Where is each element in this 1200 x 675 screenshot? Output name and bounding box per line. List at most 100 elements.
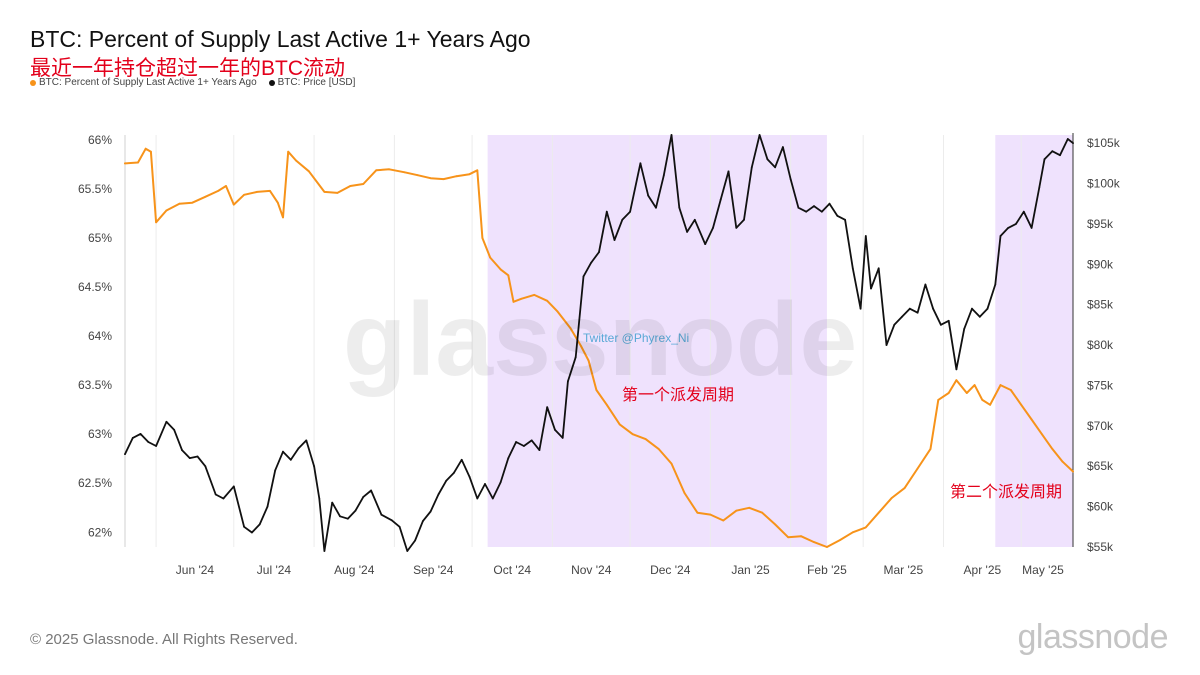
data-point bbox=[318, 497, 321, 500]
x-tick-label: Mar '25 bbox=[884, 563, 924, 577]
data-point bbox=[1020, 403, 1023, 406]
data-point bbox=[605, 403, 608, 406]
data-point bbox=[507, 274, 510, 277]
data-point bbox=[574, 356, 577, 359]
data-point bbox=[877, 267, 880, 270]
y-left-tick-label: 65.5% bbox=[78, 182, 112, 196]
data-point bbox=[618, 423, 621, 426]
data-point bbox=[655, 206, 657, 209]
data-point bbox=[297, 447, 300, 450]
x-tick-label: Oct '24 bbox=[493, 563, 531, 577]
data-point bbox=[885, 344, 888, 346]
data-point bbox=[455, 175, 458, 178]
data-point bbox=[437, 493, 440, 496]
y-right-tick-label: $85k bbox=[1087, 298, 1114, 312]
data-point bbox=[499, 268, 502, 271]
data-point bbox=[748, 506, 751, 509]
data-point bbox=[864, 526, 867, 529]
data-point bbox=[269, 190, 271, 192]
data-point bbox=[499, 481, 502, 484]
data-point bbox=[851, 531, 854, 534]
x-tick-label: Jun '24 bbox=[176, 563, 215, 577]
data-point bbox=[533, 294, 536, 296]
data-point bbox=[491, 497, 494, 500]
data-point bbox=[727, 170, 730, 173]
legend-dot-icon bbox=[268, 79, 275, 86]
data-point bbox=[789, 178, 792, 181]
data-point bbox=[965, 392, 968, 394]
data-point bbox=[735, 509, 738, 512]
data-point bbox=[750, 166, 753, 169]
data-point bbox=[800, 535, 802, 538]
legend-item-price[interactable]: BTC: Price [USD] bbox=[268, 77, 356, 88]
data-point bbox=[484, 483, 486, 485]
legend-item-supply[interactable]: BTC: Percent of Supply Last Active 1+ Ye… bbox=[30, 77, 257, 88]
data-point bbox=[595, 389, 598, 391]
data-point bbox=[813, 205, 815, 208]
data-point bbox=[670, 462, 673, 465]
legend-label-price: BTC: Price [USD] bbox=[277, 77, 356, 88]
data-point bbox=[313, 465, 315, 468]
data-point bbox=[774, 523, 776, 526]
data-point bbox=[766, 158, 769, 161]
y-right-tick-label: $100k bbox=[1087, 176, 1121, 190]
data-point bbox=[1030, 418, 1033, 421]
data-point bbox=[217, 190, 220, 192]
y-right-tick-label: $70k bbox=[1087, 419, 1114, 433]
data-point bbox=[460, 458, 463, 461]
data-point bbox=[839, 539, 841, 541]
data-point bbox=[507, 457, 510, 459]
data-point bbox=[453, 471, 455, 474]
data-point bbox=[416, 174, 419, 177]
data-point bbox=[139, 433, 142, 435]
data-point bbox=[370, 489, 372, 492]
y-right-tick-label: $65k bbox=[1087, 459, 1114, 473]
data-point bbox=[787, 536, 789, 539]
legend-label-supply: BTC: Percent of Supply Last Active 1+ Ye… bbox=[39, 77, 257, 88]
data-point bbox=[515, 441, 517, 443]
highlight-period-2 bbox=[995, 135, 1073, 547]
data-point bbox=[567, 380, 569, 383]
data-point bbox=[908, 307, 911, 310]
y-right-tick-label: $60k bbox=[1087, 500, 1114, 514]
data-point bbox=[693, 218, 696, 221]
data-point bbox=[274, 469, 277, 472]
data-point bbox=[590, 261, 593, 264]
data-point bbox=[375, 169, 378, 172]
data-point bbox=[308, 170, 310, 173]
chart-title: BTC: Percent of Supply Last Active 1+ Ye… bbox=[30, 26, 531, 52]
data-point bbox=[388, 168, 391, 171]
data-point bbox=[181, 449, 183, 451]
data-point bbox=[1009, 389, 1012, 391]
data-point bbox=[1051, 150, 1054, 153]
data-point bbox=[696, 511, 699, 514]
data-point bbox=[994, 283, 997, 286]
data-point bbox=[124, 453, 126, 455]
data-point bbox=[445, 479, 448, 482]
y-left-tick-label: 62.5% bbox=[78, 476, 112, 490]
data-point bbox=[647, 194, 650, 197]
data-point bbox=[243, 193, 246, 196]
x-tick-label: Jul '24 bbox=[257, 563, 292, 577]
data-point bbox=[605, 210, 608, 213]
data-point bbox=[981, 399, 984, 401]
data-point bbox=[422, 520, 424, 522]
x-tick-label: Apr '25 bbox=[964, 563, 1002, 577]
data-point bbox=[924, 283, 927, 286]
data-point bbox=[844, 218, 846, 221]
data-point bbox=[662, 174, 665, 177]
data-point bbox=[743, 218, 745, 221]
annotation-first-cycle: 第一个派发周期 bbox=[622, 385, 734, 404]
data-point bbox=[258, 523, 261, 526]
data-point bbox=[204, 465, 207, 468]
x-tick-label: May '25 bbox=[1022, 563, 1064, 577]
data-point bbox=[403, 171, 406, 174]
y-left-tick-label: 66% bbox=[88, 133, 112, 147]
data-point bbox=[214, 493, 217, 496]
data-point bbox=[556, 310, 559, 313]
data-point bbox=[204, 195, 207, 198]
data-point bbox=[598, 251, 600, 254]
data-point bbox=[331, 501, 334, 504]
data-point bbox=[797, 206, 800, 209]
